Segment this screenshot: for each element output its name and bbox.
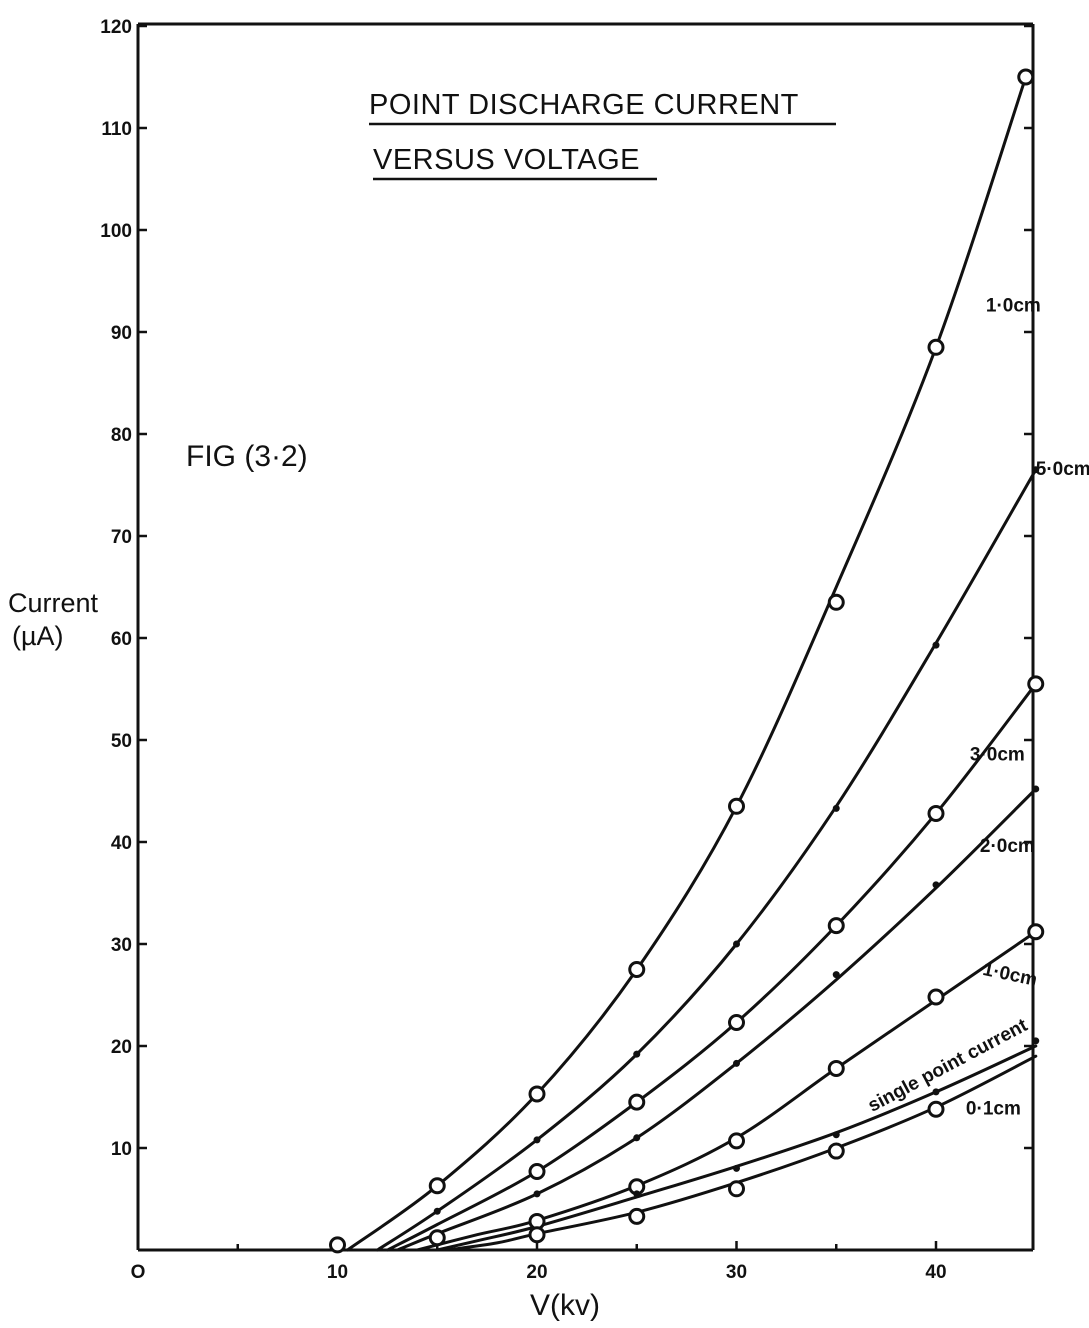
y-axis-label-line1: Current <box>8 588 99 618</box>
series-line <box>385 682 1038 1252</box>
ticks: O 10 20 30 40 10 20 30 40 50 60 70 80 90 100 110 120 <box>100 17 1033 1283</box>
y-axis-label-line2: (µA) <box>12 621 64 651</box>
data-point-open <box>728 1014 745 1032</box>
data-point-dot <box>832 1131 840 1139</box>
series-label: 3·0cm <box>970 744 1025 765</box>
x-tick-label: O <box>131 1262 146 1283</box>
x-tick-label: 10 <box>327 1262 348 1283</box>
data-point-open <box>728 1132 745 1150</box>
data-point-open <box>927 988 945 1006</box>
y-tick-label: 110 <box>101 119 132 140</box>
x-tick-label: 20 <box>526 1262 547 1283</box>
y-tick-label: 60 <box>111 629 132 650</box>
data-point-dot <box>633 1050 641 1058</box>
data-point-open <box>528 1162 546 1180</box>
series-label: 1·0cm <box>986 296 1041 317</box>
data-point-open <box>927 804 945 822</box>
data-point-open <box>827 1142 845 1160</box>
series-label: 1·0cm <box>981 959 1039 991</box>
series-label: 0·1cm <box>966 1098 1021 1119</box>
data-point-open <box>528 1226 546 1244</box>
data-point-open <box>827 917 845 935</box>
y-tick-label: 70 <box>111 527 132 548</box>
data-point-dot <box>1032 785 1040 793</box>
series-label: 2·0cm <box>980 836 1035 857</box>
chart-subtitle: VERSUS VOLTAGE <box>373 144 640 176</box>
data-point-dot <box>832 804 840 812</box>
data-point-open <box>628 1093 646 1111</box>
series-line <box>395 787 1038 1252</box>
data-point-open <box>628 961 646 978</box>
data-point-open <box>428 1177 446 1195</box>
series-line <box>415 930 1038 1252</box>
data-point-dot <box>533 1136 541 1144</box>
data-point-dot <box>1032 1037 1040 1045</box>
data-point-dot <box>832 971 840 979</box>
data-point-open <box>329 1236 346 1254</box>
data-point-dot <box>733 1059 740 1067</box>
points <box>329 68 1045 1254</box>
y-tick-label: 20 <box>111 1037 132 1058</box>
data-point-dot <box>533 1190 541 1198</box>
figure-annotation: FIG (3·2) <box>186 440 308 473</box>
chart-title: POINT DISCHARGE CURRENT <box>369 89 799 121</box>
y-tick-label: 120 <box>100 17 132 38</box>
data-point-open <box>528 1085 546 1103</box>
data-point-dot <box>1032 466 1040 474</box>
x-tick-label: 30 <box>726 1262 747 1283</box>
data-point-open <box>1017 68 1035 86</box>
data-point-open <box>1027 675 1045 693</box>
data-point-open <box>1027 923 1045 941</box>
x-tick-label: 40 <box>925 1262 946 1283</box>
y-tick-label: 90 <box>111 323 132 344</box>
data-point-dot <box>633 1134 641 1142</box>
y-tick-label: 40 <box>111 833 132 854</box>
y-tick-label: 30 <box>111 935 132 956</box>
y-tick-label: 100 <box>100 221 132 242</box>
data-point-open <box>728 1180 745 1198</box>
data-point-dot <box>633 1190 641 1198</box>
data-point-dot <box>733 940 740 948</box>
data-point-dot <box>932 1088 940 1096</box>
data-point-open <box>728 797 745 815</box>
x-axis-label: V(kv) <box>530 1289 600 1322</box>
data-point-open <box>428 1229 446 1247</box>
data-point-dot <box>932 641 940 649</box>
data-point-open <box>827 1059 845 1077</box>
data-point-dot <box>932 881 940 889</box>
data-point-open <box>827 593 845 611</box>
axes <box>136 22 1035 1252</box>
data-point-open <box>927 1100 945 1118</box>
series-label: 5·0cm <box>1036 459 1089 480</box>
y-tick-label: 50 <box>111 731 132 752</box>
data-point-open <box>628 1207 646 1225</box>
data-point-dot <box>433 1207 441 1215</box>
y-tick-label: 10 <box>111 1139 132 1160</box>
y-tick-label: 80 <box>111 425 132 446</box>
data-point-open <box>927 338 945 356</box>
data-point-dot <box>733 1164 740 1172</box>
